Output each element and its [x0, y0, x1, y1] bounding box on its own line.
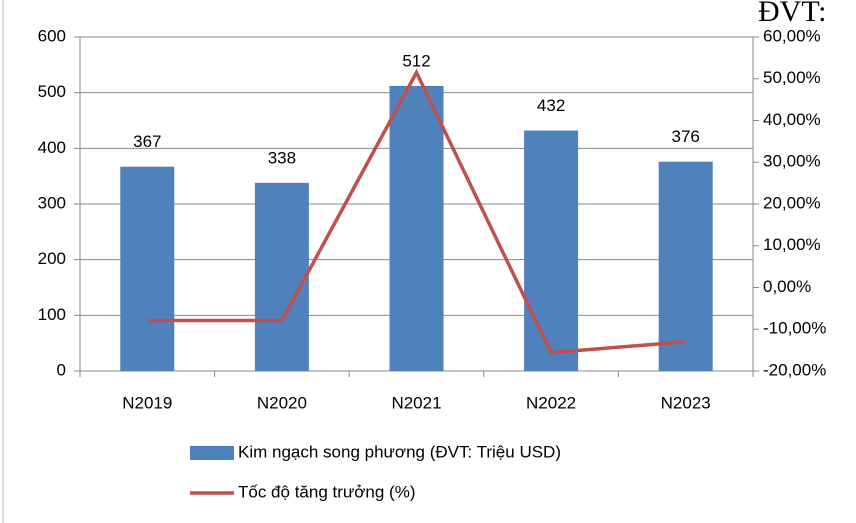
bar	[524, 130, 579, 371]
data-label: 376	[672, 127, 700, 146]
y-tick-label: 300	[38, 193, 66, 212]
y2-tick-label: 20,00%	[763, 193, 821, 212]
y2-tick-label: 10,00%	[763, 235, 821, 254]
bar	[120, 166, 175, 371]
unit-annotation: ĐVT:	[758, 0, 827, 28]
line	[147, 68, 686, 355]
legend-label: Tốc độ tăng trưởng (%)	[238, 482, 416, 501]
data-label: 512	[402, 51, 430, 70]
y2-tick-label: -20,00%	[763, 360, 826, 379]
y2-tick-label: -10,00%	[763, 319, 826, 338]
y-tick-label: 100	[38, 305, 66, 324]
x-tick-label: N2019	[122, 393, 172, 412]
bar	[254, 182, 309, 371]
legend-label: Kim ngạch song phương (ĐVT: Triệu USD)	[238, 442, 561, 461]
data-label: 432	[537, 96, 565, 115]
y-tick-label: 600	[38, 26, 66, 45]
x-tick-label: N2022	[526, 393, 576, 412]
x-tick-label: N2020	[257, 393, 307, 412]
bar	[389, 85, 444, 371]
bar	[658, 161, 713, 371]
data-label: 338	[268, 148, 296, 167]
y2-tick-label: 40,00%	[763, 110, 821, 129]
y2-tick-label: 0,00%	[763, 277, 811, 296]
data-label: 367	[133, 132, 161, 151]
y2-tick-label: 60,00%	[763, 26, 821, 45]
y-tick-label: 500	[38, 82, 66, 101]
y2-tick-label: 50,00%	[763, 68, 821, 87]
y-tick-label: 400	[38, 138, 66, 157]
y2-tick-label: 30,00%	[763, 152, 821, 171]
legend-swatch	[190, 446, 234, 460]
y-tick-label: 200	[38, 249, 66, 268]
y-tick-label: 0	[57, 360, 66, 379]
x-tick-label: N2023	[661, 393, 711, 412]
x-tick-label: N2021	[391, 393, 441, 412]
